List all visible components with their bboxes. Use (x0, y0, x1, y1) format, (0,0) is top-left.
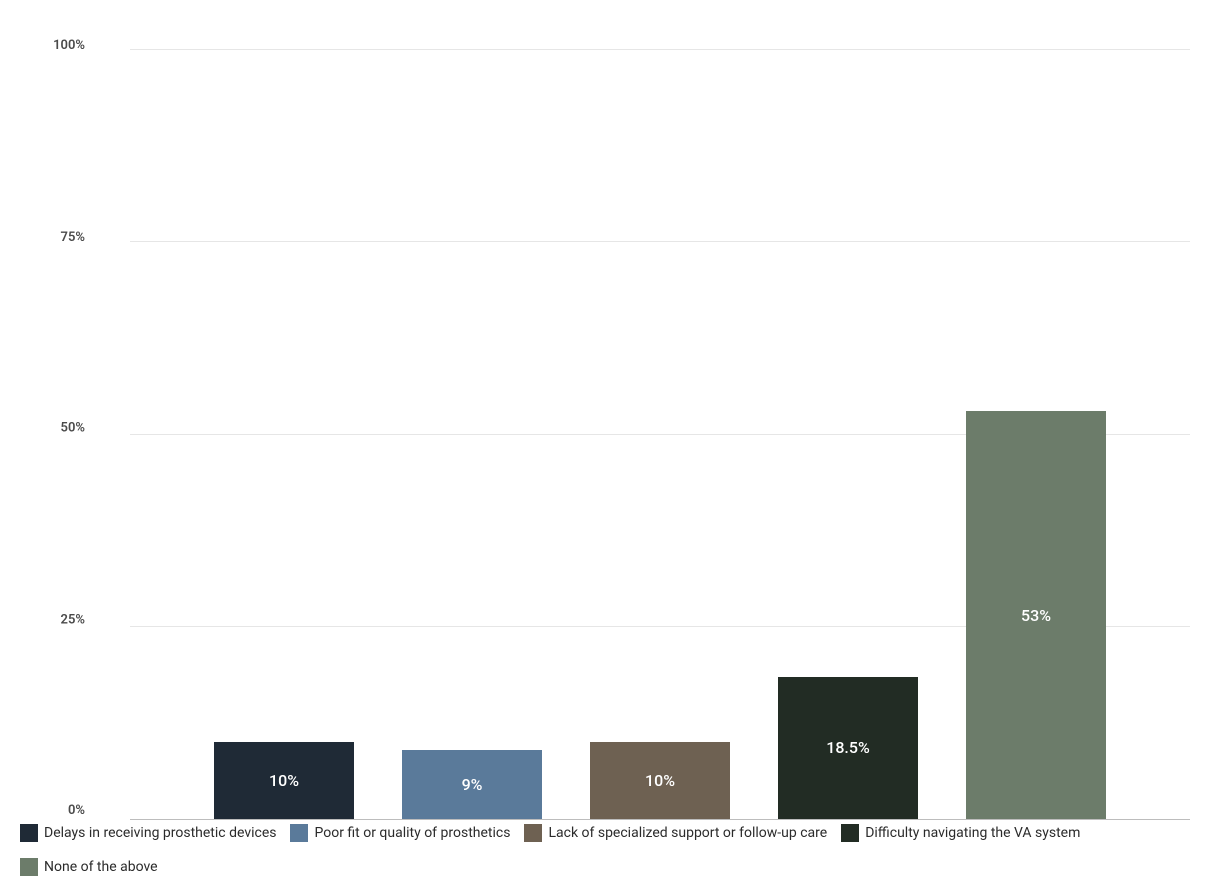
bar-slot: 10% (190, 50, 378, 819)
legend-swatch (524, 824, 542, 842)
legend-item: Difficulty navigating the VA system (841, 824, 1080, 842)
legend-label: Lack of specialized support or follow-up… (548, 825, 827, 841)
bar-slot: 9% (378, 50, 566, 819)
bar-value-label: 18.5% (820, 738, 876, 757)
legend-label: Delays in receiving prosthetic devices (44, 825, 276, 841)
legend-swatch (20, 824, 38, 842)
bar: 10% (214, 742, 354, 819)
legend-label: Difficulty navigating the VA system (865, 825, 1080, 841)
bar-chart: 10%9%10%18.5%53% 0%25%50%75%100% (90, 50, 1190, 830)
legend-item: None of the above (20, 858, 158, 876)
bar-value-label: 10% (263, 771, 305, 790)
legend: Delays in receiving prosthetic devices Po… (20, 824, 1208, 876)
bar: 53% (966, 411, 1106, 819)
legend-swatch (20, 858, 38, 876)
legend-label: None of the above (44, 859, 158, 875)
y-axis-tick: 100% (40, 38, 85, 46)
legend-item: Lack of specialized support or follow-up… (524, 824, 827, 842)
bar-slot: 53% (942, 50, 1130, 819)
bar-value-label: 53% (1015, 606, 1057, 625)
bar-slot: 10% (566, 50, 754, 819)
bar-value-label: 10% (639, 771, 681, 790)
y-axis-tick: 50% (40, 421, 85, 434)
bar-slot: 18.5% (754, 50, 942, 819)
bar-value-label: 9% (456, 775, 489, 794)
bar: 10% (590, 742, 730, 819)
bar: 9% (402, 750, 542, 819)
legend-item: Delays in receiving prosthetic devices (20, 824, 276, 842)
y-axis-tick: 25% (40, 612, 85, 628)
y-axis-tick: 75% (40, 229, 85, 240)
bars-container: 10% 9% 10% 18.5% 53% (130, 50, 1190, 819)
legend-item: Poor fit or quality of prosthetics (290, 824, 510, 842)
plot-area: 10% 9% 10% 18.5% 53% (130, 50, 1190, 820)
bar: 18.5% (778, 677, 918, 819)
y-axis-tick: 0% (40, 803, 85, 821)
legend-label: Poor fit or quality of prosthetics (314, 825, 510, 841)
legend-swatch (290, 824, 308, 842)
legend-swatch (841, 824, 859, 842)
